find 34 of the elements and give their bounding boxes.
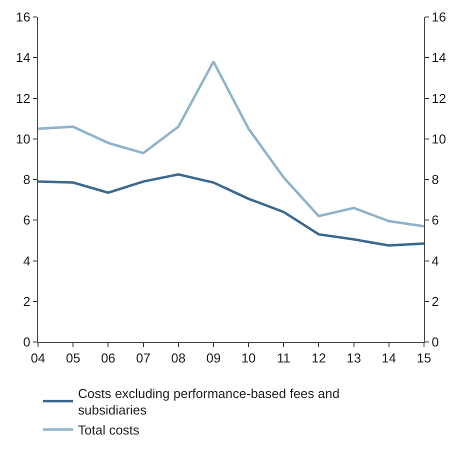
y2-tick-label: 10 xyxy=(432,131,446,146)
y-tick-label: 10 xyxy=(16,131,30,146)
y2-tick-label: 4 xyxy=(432,253,439,268)
x-tick-label: 09 xyxy=(206,350,221,366)
x-tick-label: 05 xyxy=(66,350,80,366)
legend-label: Costs excluding performance-based fees and subsidiaries xyxy=(78,386,340,418)
legend-label: Total costs xyxy=(78,422,140,438)
y2-tick-label: 6 xyxy=(432,212,439,228)
y2-tick-label: 16 xyxy=(432,10,446,25)
x-tick-label: 15 xyxy=(416,350,432,366)
y-tick-label: 4 xyxy=(23,253,30,268)
y2-tick-label: 0 xyxy=(432,334,439,350)
x-tick-label: 11 xyxy=(276,350,290,366)
x-tick-label: 14 xyxy=(382,350,396,366)
x-tick-label: 06 xyxy=(100,350,116,366)
y-tick-label: 6 xyxy=(23,212,30,228)
line-series xyxy=(38,173,424,247)
y-tick-label: 16 xyxy=(16,10,30,25)
y2-tick-label: 14 xyxy=(432,50,446,66)
y2-tick-label: 8 xyxy=(432,172,439,188)
x-tick-label: 04 xyxy=(30,350,46,366)
x-tick-label: 12 xyxy=(311,350,326,366)
x-tick-label: 13 xyxy=(346,350,362,366)
y-tick-label: 2 xyxy=(23,294,30,309)
y2-tick-label: 2 xyxy=(432,294,439,309)
y-tick-label: 12 xyxy=(16,90,30,106)
x-tick-label: 10 xyxy=(241,350,256,366)
x-tick-label: 08 xyxy=(171,350,186,366)
y-tick-label: 14 xyxy=(16,50,30,66)
y2-tick-label: 12 xyxy=(432,90,446,106)
y-tick-label: 0 xyxy=(23,334,30,350)
y-tick-label: 8 xyxy=(23,172,30,188)
line-series xyxy=(38,60,424,228)
x-tick-label: 07 xyxy=(136,350,151,366)
